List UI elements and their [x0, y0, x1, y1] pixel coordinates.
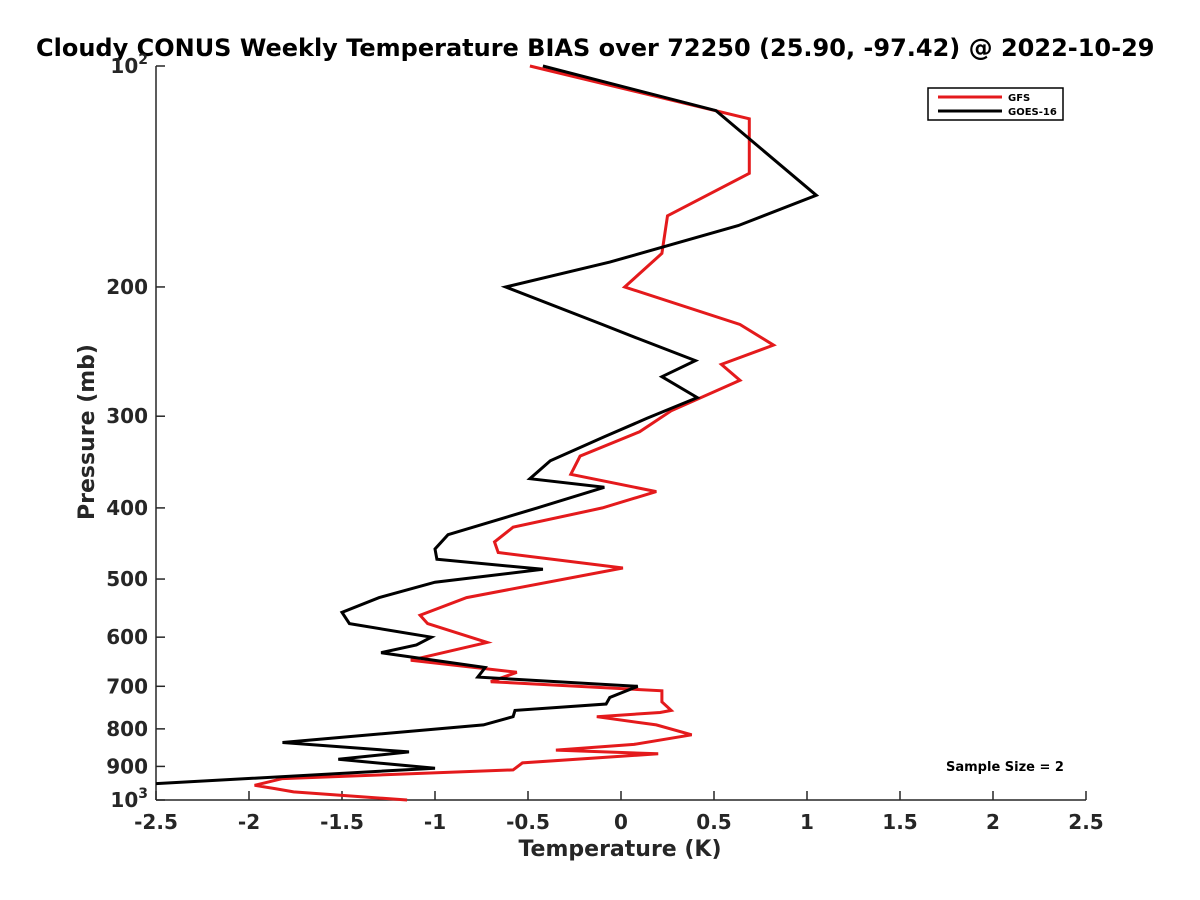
y-tick-label: 300 [106, 404, 148, 428]
legend: GFS GOES-16 [927, 87, 1064, 121]
x-tick-label: 0 [614, 810, 628, 834]
chart-title: Cloudy CONUS Weekly Temperature BIAS ove… [36, 34, 1154, 62]
axes: -2.5 -2 -1.5 -1 -0.5 0 0.5 1 1.5 2 2.5 102 200 300 400… [106, 52, 1103, 834]
x-tick-label: -2.5 [134, 810, 178, 834]
series-layer [155, 64, 820, 802]
y-tick-label: 900 [106, 754, 148, 778]
y-tick-label: 800 [106, 717, 148, 741]
legend-box [927, 87, 1064, 121]
series-line-gfs [254, 64, 777, 802]
x-tick-label: -2 [238, 810, 260, 834]
x-tick-label: 2.5 [1068, 810, 1103, 834]
legend-label-goes-16: GOES-16 [1008, 107, 1057, 118]
x-tick-label: -1 [424, 810, 446, 834]
sample-size-annotation: Sample Size = 2 [946, 760, 1064, 775]
legend-label-gfs: GFS [1008, 93, 1030, 104]
x-tick-label: -0.5 [506, 810, 550, 834]
series-line-goes-16 [155, 64, 820, 786]
y-tick-label: 102 [110, 52, 148, 78]
y-axis-label: Pressure (mb) [75, 344, 100, 520]
y-tick-label: 200 [106, 275, 148, 299]
y-tick-label: 700 [106, 674, 148, 698]
y-tick-label: 500 [106, 567, 148, 591]
x-tick-label: 2 [986, 810, 1000, 834]
y-tick-label: 103 [110, 786, 148, 812]
x-tick-label: 0.5 [696, 810, 731, 834]
x-axis-label: Temperature (K) [518, 837, 721, 862]
y-tick-label: 600 [106, 625, 148, 649]
x-tick-label: 1 [800, 810, 814, 834]
x-tick-label: -1.5 [320, 810, 364, 834]
x-tick-label: 1.5 [882, 810, 917, 834]
y-tick-label: 400 [106, 496, 148, 520]
